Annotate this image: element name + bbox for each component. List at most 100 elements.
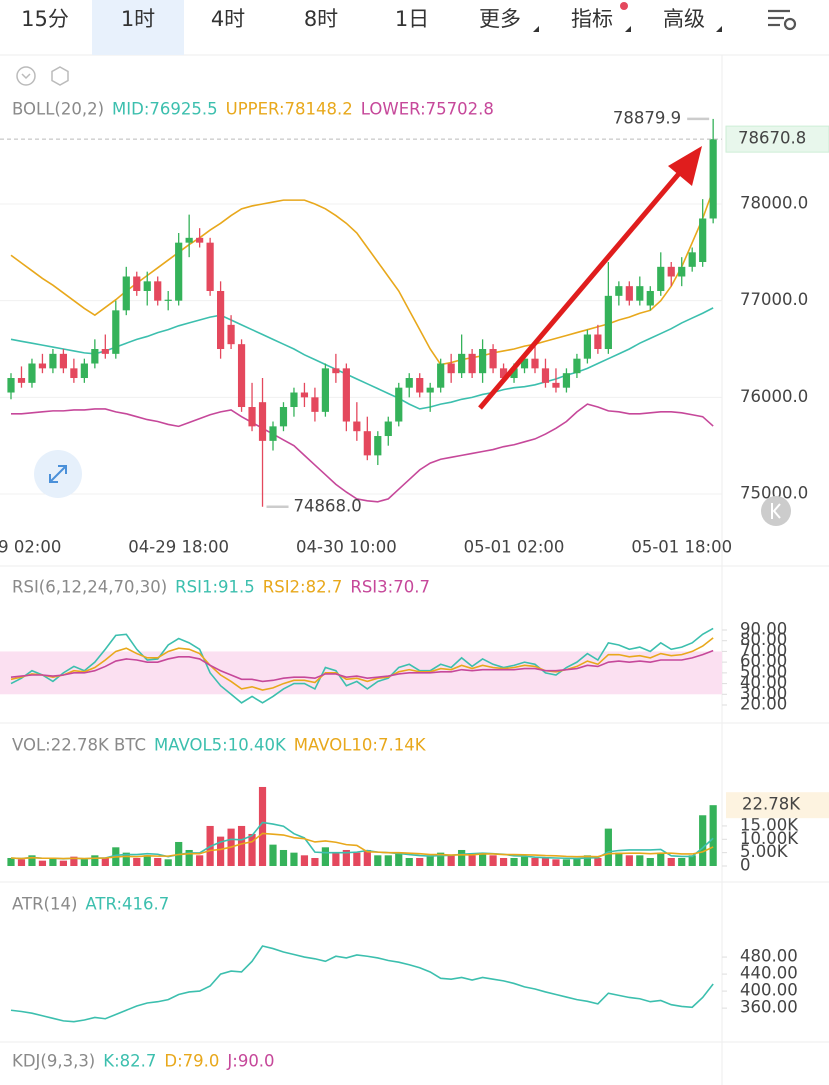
legend-entry: RSI2:82.7	[263, 578, 343, 597]
chevron	[21, 73, 31, 80]
volume-bar	[311, 857, 319, 866]
notify-dot	[620, 2, 628, 10]
x-tick-label: 05-01 02:00	[464, 538, 565, 557]
candle-body	[499, 368, 508, 379]
panel-title: VOL:22.78K BTC	[12, 736, 146, 755]
volume-bar	[426, 855, 434, 866]
last-price-tag	[725, 125, 829, 153]
volume-bar	[143, 855, 151, 866]
volume-bar	[164, 859, 172, 866]
tab[interactable]: 指标	[571, 7, 613, 31]
indicator-line	[10, 649, 714, 683]
candle-body	[38, 363, 47, 369]
tab[interactable]: 更多	[479, 7, 521, 31]
volume-bar	[625, 855, 633, 866]
min-label: 74868.0	[294, 496, 362, 515]
legend-entry: ATR:416.7	[85, 895, 169, 914]
volume-bar	[185, 849, 193, 866]
volume-bar	[38, 860, 47, 866]
candle-body	[279, 407, 288, 427]
volume-bar	[300, 855, 309, 866]
tab[interactable]: 15分	[21, 7, 69, 31]
indicator-line	[10, 832, 714, 860]
candle-body	[426, 387, 434, 393]
y-tick-label: 78000.0	[740, 193, 808, 212]
volume-bar	[258, 786, 267, 866]
y-tick-label: 15.00K	[740, 815, 799, 834]
legend-entry: LOWER:75702.8	[361, 100, 494, 119]
volume-bar	[101, 857, 109, 866]
candle-body	[447, 363, 455, 374]
volume-bar	[133, 857, 141, 866]
volume-bar	[531, 857, 539, 866]
candle-body	[562, 373, 571, 388]
arrow-head	[668, 146, 702, 186]
expand-icon	[49, 465, 67, 483]
panel-title: RSI(6,12,24,70,30)	[12, 578, 167, 597]
volume-bar	[437, 852, 445, 866]
volume-bar	[604, 828, 612, 866]
volume-bar	[646, 857, 654, 866]
candle-body	[552, 382, 560, 388]
active-tab-bg	[92, 0, 184, 55]
indicator-line	[10, 945, 714, 1023]
candle-body	[185, 237, 193, 243]
y-tick-label: 440.00	[740, 964, 798, 983]
settings-icon[interactable]	[768, 9, 797, 31]
volume-bar	[636, 855, 644, 866]
candle-body	[374, 436, 382, 456]
volume-bar	[17, 859, 26, 866]
indicator-line	[11, 403, 714, 503]
legend-entry: MID:76925.5	[112, 100, 218, 119]
icon-gear	[783, 17, 797, 31]
volume-bar	[678, 857, 686, 866]
panel-title: BOLL(20,2)	[12, 100, 104, 119]
candle-body	[479, 349, 487, 374]
volume-bar	[520, 856, 529, 866]
volume-bar	[489, 855, 497, 866]
legend-entry: D:79.0	[164, 1052, 219, 1071]
rsi-band	[0, 651, 722, 695]
y-tick-label: 30.00	[740, 684, 787, 703]
y-tick-label: 60.00	[740, 652, 787, 671]
volume-bar	[122, 852, 130, 866]
candle-body	[175, 242, 183, 301]
volume-bar	[510, 857, 518, 866]
y-tick-label: 75000.0	[740, 484, 808, 503]
candle-body	[80, 363, 88, 379]
legend-entry: K:82.7	[103, 1052, 156, 1071]
collapse-icon[interactable]	[16, 66, 36, 86]
candle-body	[699, 218, 707, 262]
indicator-line	[10, 637, 714, 691]
volume-bar	[384, 855, 392, 866]
candle-body	[416, 378, 424, 393]
candle-body	[353, 421, 361, 432]
y-tick-label: 360.00	[740, 998, 798, 1017]
candle-body	[604, 295, 612, 350]
tab[interactable]: 1时	[121, 7, 155, 31]
scroll-icon	[771, 503, 781, 519]
candle-body	[49, 353, 57, 369]
volume-bar	[562, 859, 571, 866]
volume-bar	[332, 852, 340, 866]
candle-body	[646, 291, 654, 306]
candle-body	[625, 286, 633, 301]
y-tick-label: 20.00	[740, 695, 787, 714]
scroll-button[interactable]	[761, 496, 791, 526]
candle-body	[615, 286, 623, 296]
tab[interactable]: 高级	[663, 7, 705, 31]
volume-bar	[70, 856, 78, 866]
candle-body	[541, 368, 550, 383]
tab[interactable]: 4时	[211, 7, 245, 31]
candle-body	[133, 276, 141, 292]
tab[interactable]: 1日	[395, 7, 429, 31]
settings-hex[interactable]	[51, 66, 69, 86]
last-price-label: 78670.8	[738, 129, 806, 148]
candle-body	[70, 368, 78, 379]
tab[interactable]: 8时	[304, 7, 338, 31]
trend-arrow	[478, 146, 702, 410]
candle-body	[520, 358, 529, 369]
x-tick-label: 04-30 10:00	[296, 538, 397, 557]
y-tick-label: 0	[740, 856, 751, 875]
candle-body	[342, 368, 350, 422]
